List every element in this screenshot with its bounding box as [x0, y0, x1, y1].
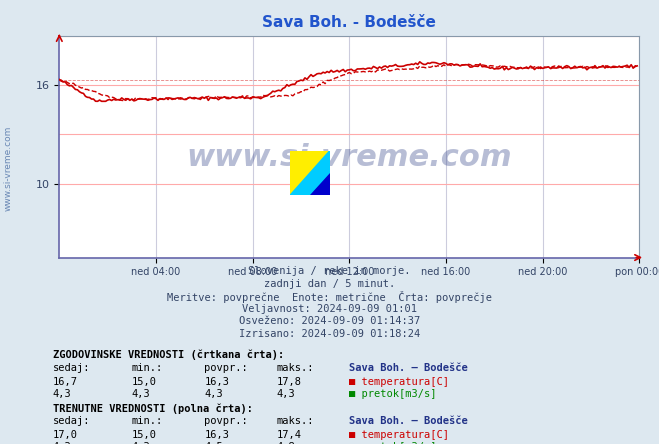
Text: 17,8: 17,8	[277, 377, 302, 387]
Text: sedaj:: sedaj:	[53, 416, 90, 427]
Text: www.si-vreme.com: www.si-vreme.com	[186, 143, 512, 172]
Text: Sava Boh. – Bodešče: Sava Boh. – Bodešče	[349, 416, 468, 427]
Text: Slovenija / reke in morje.: Slovenija / reke in morje.	[248, 266, 411, 277]
Text: ■ pretok[m3/s]: ■ pretok[m3/s]	[349, 442, 437, 444]
Text: min.:: min.:	[132, 416, 163, 427]
Text: 16,7: 16,7	[53, 377, 78, 387]
Text: Meritve: povprečne  Enote: metrične  Črta: povprečje: Meritve: povprečne Enote: metrične Črta:…	[167, 291, 492, 303]
Polygon shape	[290, 151, 330, 195]
Text: 15,0: 15,0	[132, 377, 157, 387]
Text: min.:: min.:	[132, 363, 163, 373]
Text: Sava Boh. – Bodešče: Sava Boh. – Bodešče	[349, 363, 468, 373]
Text: zadnji dan / 5 minut.: zadnji dan / 5 minut.	[264, 279, 395, 289]
Text: Izrisano: 2024-09-09 01:18:24: Izrisano: 2024-09-09 01:18:24	[239, 329, 420, 339]
Text: maks.:: maks.:	[277, 363, 314, 373]
Text: 16,3: 16,3	[204, 430, 229, 440]
Text: 4,3: 4,3	[53, 389, 71, 399]
Text: 4,3: 4,3	[53, 442, 71, 444]
Text: maks.:: maks.:	[277, 416, 314, 427]
Text: sedaj:: sedaj:	[53, 363, 90, 373]
Text: Osveženo: 2024-09-09 01:14:37: Osveženo: 2024-09-09 01:14:37	[239, 316, 420, 326]
Text: ■ temperatura[C]: ■ temperatura[C]	[349, 377, 449, 387]
Text: 15,0: 15,0	[132, 430, 157, 440]
Text: 4,3: 4,3	[132, 442, 150, 444]
Text: 4,3: 4,3	[277, 389, 295, 399]
Text: povpr.:: povpr.:	[204, 416, 248, 427]
Polygon shape	[310, 173, 330, 195]
Text: ■ temperatura[C]: ■ temperatura[C]	[349, 430, 449, 440]
Text: 17,4: 17,4	[277, 430, 302, 440]
Text: 4,3: 4,3	[204, 389, 223, 399]
Text: ■ pretok[m3/s]: ■ pretok[m3/s]	[349, 389, 437, 399]
Polygon shape	[290, 151, 330, 195]
Text: TRENUTNE VREDNOSTI (polna črta):: TRENUTNE VREDNOSTI (polna črta):	[53, 403, 252, 414]
Text: povpr.:: povpr.:	[204, 363, 248, 373]
Title: Sava Boh. - Bodešče: Sava Boh. - Bodešče	[262, 15, 436, 30]
Text: ZGODOVINSKE VREDNOSTI (črtkana črta):: ZGODOVINSKE VREDNOSTI (črtkana črta):	[53, 350, 284, 361]
Text: 16,3: 16,3	[204, 377, 229, 387]
Text: 4,8: 4,8	[277, 442, 295, 444]
Text: www.si-vreme.com: www.si-vreme.com	[3, 126, 13, 211]
Text: Veljavnost: 2024-09-09 01:01: Veljavnost: 2024-09-09 01:01	[242, 304, 417, 314]
Text: 17,0: 17,0	[53, 430, 78, 440]
Text: 4,3: 4,3	[132, 389, 150, 399]
Text: 4,5: 4,5	[204, 442, 223, 444]
